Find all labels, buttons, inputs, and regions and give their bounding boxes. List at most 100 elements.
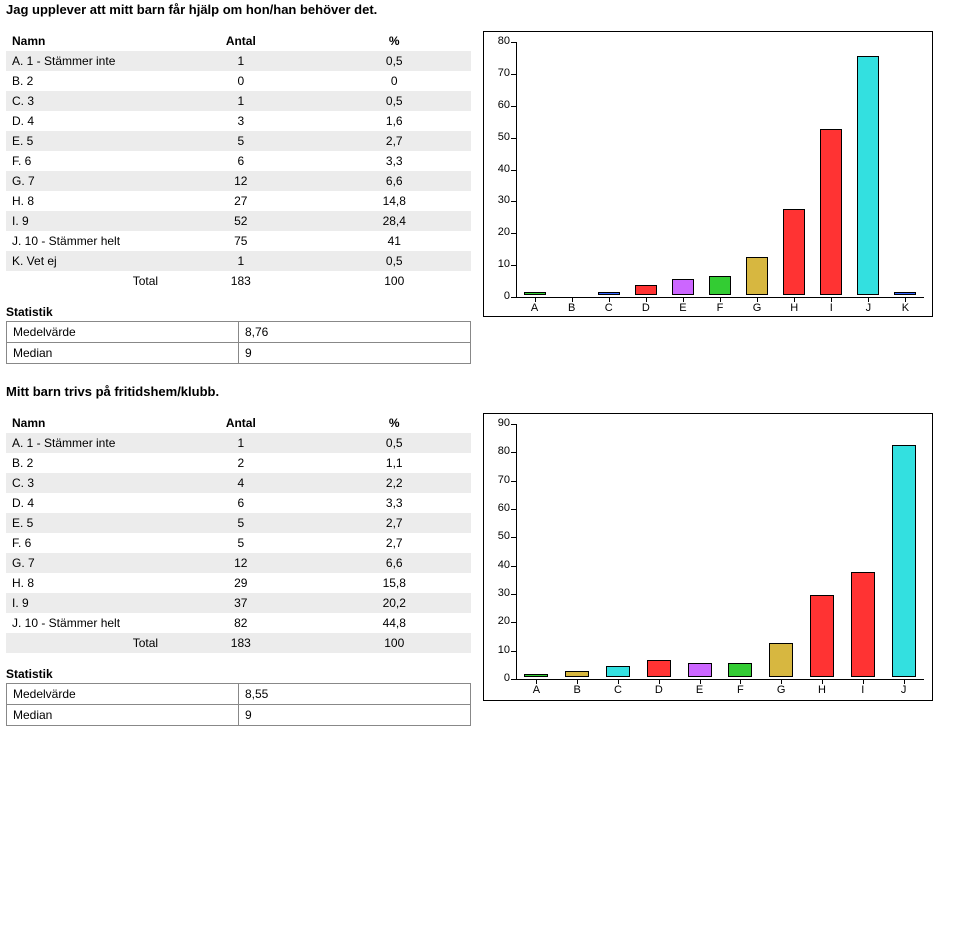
table-cell: 2,7 <box>318 533 471 553</box>
table-header-row: NamnAntal% <box>6 413 471 433</box>
y-tick <box>511 265 516 266</box>
table-cell: C. 3 <box>6 473 164 493</box>
table-row: E. 552,7 <box>6 131 471 151</box>
table-cell: D. 4 <box>6 111 164 131</box>
table-cell: 0,5 <box>318 91 471 111</box>
bar <box>894 292 916 295</box>
table-cell: E. 5 <box>6 513 164 533</box>
table-cell: 2 <box>164 453 317 473</box>
data-table: NamnAntal%A. 1 - Stämmer inte10,5B. 221,… <box>6 413 471 653</box>
x-tick-label: A <box>521 684 551 696</box>
left-column: NamnAntal%A. 1 - Stämmer inte10,5B. 200C… <box>6 31 471 364</box>
table-cell: A. 1 - Stämmer inte <box>6 433 164 453</box>
table-cell: 2,7 <box>318 131 471 151</box>
table-row: Total183100 <box>6 633 471 653</box>
table-cell: 6 <box>164 151 317 171</box>
section-row: NamnAntal%A. 1 - Stämmer inte10,5B. 200C… <box>6 31 954 364</box>
x-tick-label: I <box>816 302 846 314</box>
y-tick-label: 30 <box>488 194 510 206</box>
table-cell: I. 9 <box>6 211 164 231</box>
bar <box>857 56 879 295</box>
stats-row: Medelvärde8,76 <box>7 322 471 343</box>
table-header: % <box>318 31 471 51</box>
x-tick-label: C <box>594 302 624 314</box>
table-row: G. 7126,6 <box>6 171 471 191</box>
table-cell: F. 6 <box>6 151 164 171</box>
data-table: NamnAntal%A. 1 - Stämmer inte10,5B. 200C… <box>6 31 471 291</box>
bar <box>709 276 731 295</box>
table-row: E. 552,7 <box>6 513 471 533</box>
table-cell: 6 <box>164 493 317 513</box>
table-header: Namn <box>6 413 164 433</box>
bar <box>769 643 793 677</box>
table-row: J. 10 - Stämmer helt7541 <box>6 231 471 251</box>
table-cell: B. 2 <box>6 71 164 91</box>
y-tick-label: 80 <box>488 445 510 457</box>
table-row: I. 95228,4 <box>6 211 471 231</box>
table-cell: 6,6 <box>318 553 471 573</box>
table-cell: 3,3 <box>318 151 471 171</box>
y-tick-label: 50 <box>488 131 510 143</box>
table-cell: Total <box>6 633 164 653</box>
table-cell: K. Vet ej <box>6 251 164 271</box>
bar <box>820 129 842 295</box>
table-cell: J. 10 - Stämmer helt <box>6 231 164 251</box>
table-row: F. 663,3 <box>6 151 471 171</box>
table-cell: 1 <box>164 51 317 71</box>
table-cell: 1 <box>164 433 317 453</box>
y-tick <box>511 537 516 538</box>
y-axis <box>516 424 517 679</box>
y-tick <box>511 233 516 234</box>
table-header: Antal <box>164 31 317 51</box>
x-tick-label: F <box>705 302 735 314</box>
y-tick <box>511 201 516 202</box>
table-cell: G. 7 <box>6 171 164 191</box>
table-header: % <box>318 413 471 433</box>
table-cell: F. 6 <box>6 533 164 553</box>
table-row: A. 1 - Stämmer inte10,5 <box>6 51 471 71</box>
bar <box>672 279 694 295</box>
stats-value: 9 <box>239 343 471 364</box>
table-cell: 14,8 <box>318 191 471 211</box>
table-row: D. 463,3 <box>6 493 471 513</box>
table-cell: 5 <box>164 131 317 151</box>
table-cell: J. 10 - Stämmer helt <box>6 613 164 633</box>
table-cell: 41 <box>318 231 471 251</box>
y-tick <box>511 106 516 107</box>
y-tick <box>511 138 516 139</box>
table-cell: 20,2 <box>318 593 471 613</box>
bar <box>647 660 671 677</box>
table-cell: 82 <box>164 613 317 633</box>
stats-table: Medelvärde8,76Median9 <box>6 321 471 364</box>
x-tick-label: E <box>668 302 698 314</box>
table-cell: Total <box>6 271 164 291</box>
stats-value: 9 <box>239 705 471 726</box>
table-cell: 4 <box>164 473 317 493</box>
table-cell: 44,8 <box>318 613 471 633</box>
table-row: I. 93720,2 <box>6 593 471 613</box>
y-tick-label: 60 <box>488 99 510 111</box>
table-row: G. 7126,6 <box>6 553 471 573</box>
table-cell: A. 1 - Stämmer inte <box>6 51 164 71</box>
table-cell: 2,2 <box>318 473 471 493</box>
y-tick-label: 80 <box>488 35 510 47</box>
y-tick-label: 70 <box>488 67 510 79</box>
table-cell: 1 <box>164 251 317 271</box>
y-tick-label: 20 <box>488 615 510 627</box>
table-cell: B. 2 <box>6 453 164 473</box>
table-cell: 0,5 <box>318 433 471 453</box>
y-tick-label: 40 <box>488 163 510 175</box>
y-tick-label: 30 <box>488 587 510 599</box>
x-tick-label: H <box>807 684 837 696</box>
table-row: J. 10 - Stämmer helt8244,8 <box>6 613 471 633</box>
y-tick-label: 0 <box>488 290 510 302</box>
y-tick <box>511 42 516 43</box>
y-tick-label: 40 <box>488 559 510 571</box>
y-tick <box>511 452 516 453</box>
bar <box>746 257 768 295</box>
y-tick-label: 0 <box>488 672 510 684</box>
y-tick <box>511 622 516 623</box>
bar <box>851 572 875 677</box>
stats-value: 8,76 <box>239 322 471 343</box>
bar-chart: 01020304050607080ABCDEFGHIJK <box>483 31 933 317</box>
